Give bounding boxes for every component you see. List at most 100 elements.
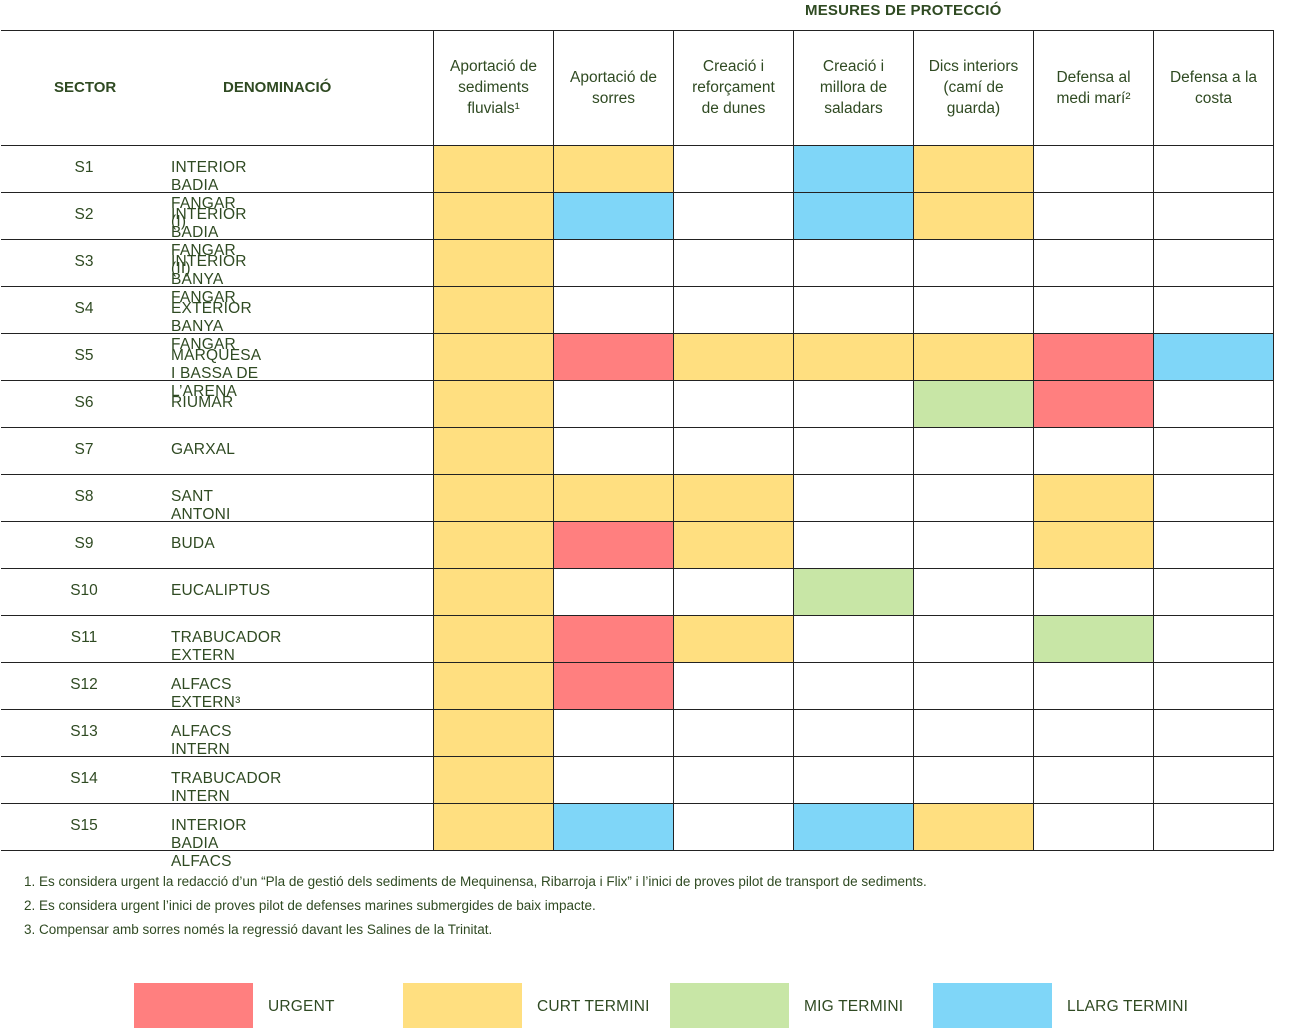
measure-cell bbox=[674, 475, 793, 521]
measure-column-header: Aportació de sorres bbox=[569, 68, 658, 107]
column-divider bbox=[1153, 30, 1154, 851]
sector-code: S11 bbox=[70, 629, 98, 646]
measure-cell bbox=[434, 804, 553, 850]
column-divider bbox=[913, 30, 914, 851]
measure-cell bbox=[914, 146, 1033, 192]
measure-cell bbox=[434, 428, 553, 474]
row-divider bbox=[1, 145, 1274, 146]
measure-cell bbox=[794, 569, 913, 615]
measure-column-header: Defensa a la costa bbox=[1169, 68, 1258, 107]
row-divider bbox=[1, 286, 1274, 287]
column-divider bbox=[673, 30, 674, 851]
measure-cell bbox=[914, 804, 1033, 850]
measure-cell bbox=[1034, 334, 1153, 380]
row-divider bbox=[1, 662, 1274, 663]
measure-cell bbox=[434, 240, 553, 286]
measure-cell bbox=[794, 334, 913, 380]
row-divider bbox=[1, 239, 1274, 240]
measure-cell bbox=[434, 663, 553, 709]
row-divider bbox=[1, 568, 1274, 569]
sector-code: S4 bbox=[74, 300, 94, 317]
column-divider bbox=[793, 30, 794, 851]
row-divider bbox=[1, 615, 1274, 616]
sector-code: S6 bbox=[74, 394, 94, 411]
sector-code: S3 bbox=[74, 253, 94, 270]
column-divider bbox=[1033, 30, 1034, 851]
row-divider bbox=[1, 850, 1274, 851]
footnote: 1. Es considera urgent la redacció d’un … bbox=[24, 874, 927, 889]
legend-swatch-long-term bbox=[933, 983, 1052, 1028]
row-divider bbox=[1, 756, 1274, 757]
row-divider bbox=[1, 427, 1274, 428]
measure-cell bbox=[1034, 381, 1153, 427]
sector-column-header: SECTOR bbox=[54, 79, 117, 96]
row-divider bbox=[1, 474, 1274, 475]
measure-cell bbox=[674, 522, 793, 568]
sector-name: ALFACS INTERN bbox=[171, 723, 232, 758]
measure-cell bbox=[554, 804, 673, 850]
measure-cell bbox=[434, 522, 553, 568]
sector-name: BUDA bbox=[171, 535, 215, 552]
row-divider bbox=[1, 521, 1274, 522]
measure-cell bbox=[914, 381, 1033, 427]
legend-swatch-urgent bbox=[134, 983, 253, 1028]
legend-label-long-term: LLARG TERMINI bbox=[1067, 998, 1189, 1015]
sector-name: RIUMAR bbox=[171, 394, 234, 411]
measure-cell bbox=[554, 146, 673, 192]
measure-column-header: Dics interiors (camí de guarda) bbox=[928, 58, 1019, 117]
measure-cell bbox=[794, 146, 913, 192]
row-divider bbox=[1, 333, 1274, 334]
sector-code: S2 bbox=[74, 206, 94, 223]
measure-cell bbox=[674, 616, 793, 662]
measure-column-header: Aportació de sediments fluvials¹ bbox=[449, 58, 538, 117]
measure-column-header: Defensa al medi marí² bbox=[1056, 68, 1131, 107]
measure-cell bbox=[434, 334, 553, 380]
measure-cell bbox=[554, 193, 673, 239]
sector-name: INTERIOR BADIA ALFACS bbox=[171, 817, 247, 870]
row-divider bbox=[1, 709, 1274, 710]
footnotes: 1. Es considera urgent la redacció d’un … bbox=[24, 870, 927, 942]
sector-name: INTERIOR BADIA FANGAR (II) bbox=[171, 206, 247, 277]
sector-name: ALFACS EXTERN³ bbox=[171, 676, 241, 711]
row-divider bbox=[1, 380, 1274, 381]
legend-swatch-mid-term bbox=[670, 983, 789, 1028]
sector-code: S8 bbox=[74, 488, 94, 505]
measure-cell bbox=[434, 757, 553, 803]
measure-cell bbox=[554, 616, 673, 662]
measure-cell bbox=[434, 193, 553, 239]
sector-name: EUCALIPTUS bbox=[171, 582, 271, 599]
footnote: 2. Es considera urgent l’inici de proves… bbox=[24, 898, 596, 913]
sector-code: S1 bbox=[74, 159, 94, 176]
measure-cell bbox=[674, 334, 793, 380]
sector-name: TRABUCADOR EXTERN bbox=[171, 629, 282, 664]
measure-cell bbox=[434, 381, 553, 427]
sector-code: S13 bbox=[70, 723, 98, 740]
sector-name: MARQUESA I BASSA DE L’ARENA bbox=[171, 347, 261, 400]
legend-swatch-short-term bbox=[403, 983, 522, 1028]
denomination-column-header: DENOMINACIÓ bbox=[223, 79, 332, 96]
legend-label-urgent: URGENT bbox=[268, 998, 335, 1015]
sector-name: INTERIOR BADIA FANGAR (I) bbox=[171, 159, 247, 230]
measure-cell bbox=[1034, 475, 1153, 521]
sector-name: GARXAL bbox=[171, 441, 236, 458]
measure-cell bbox=[1154, 334, 1273, 380]
sector-code: S5 bbox=[74, 347, 94, 364]
measure-cell bbox=[434, 710, 553, 756]
measure-cell bbox=[554, 475, 673, 521]
sector-code: S10 bbox=[70, 582, 98, 599]
column-divider bbox=[1273, 30, 1274, 851]
legend-label-mid-term: MIG TERMINI bbox=[804, 998, 904, 1015]
sector-code: S14 bbox=[70, 770, 98, 787]
measure-cell bbox=[1034, 616, 1153, 662]
measure-cell bbox=[794, 804, 913, 850]
sector-name: TRABUCADOR INTERN bbox=[171, 770, 282, 805]
legend-label-short-term: CURT TERMINI bbox=[537, 998, 650, 1015]
measure-column-header: Creació i reforçament de dunes bbox=[692, 58, 775, 117]
sector-code: S7 bbox=[74, 441, 94, 458]
measure-cell bbox=[434, 569, 553, 615]
row-divider bbox=[1, 192, 1274, 193]
row-divider bbox=[1, 30, 1274, 31]
measure-cell bbox=[434, 146, 553, 192]
measure-cell bbox=[1034, 522, 1153, 568]
row-divider bbox=[1, 803, 1274, 804]
